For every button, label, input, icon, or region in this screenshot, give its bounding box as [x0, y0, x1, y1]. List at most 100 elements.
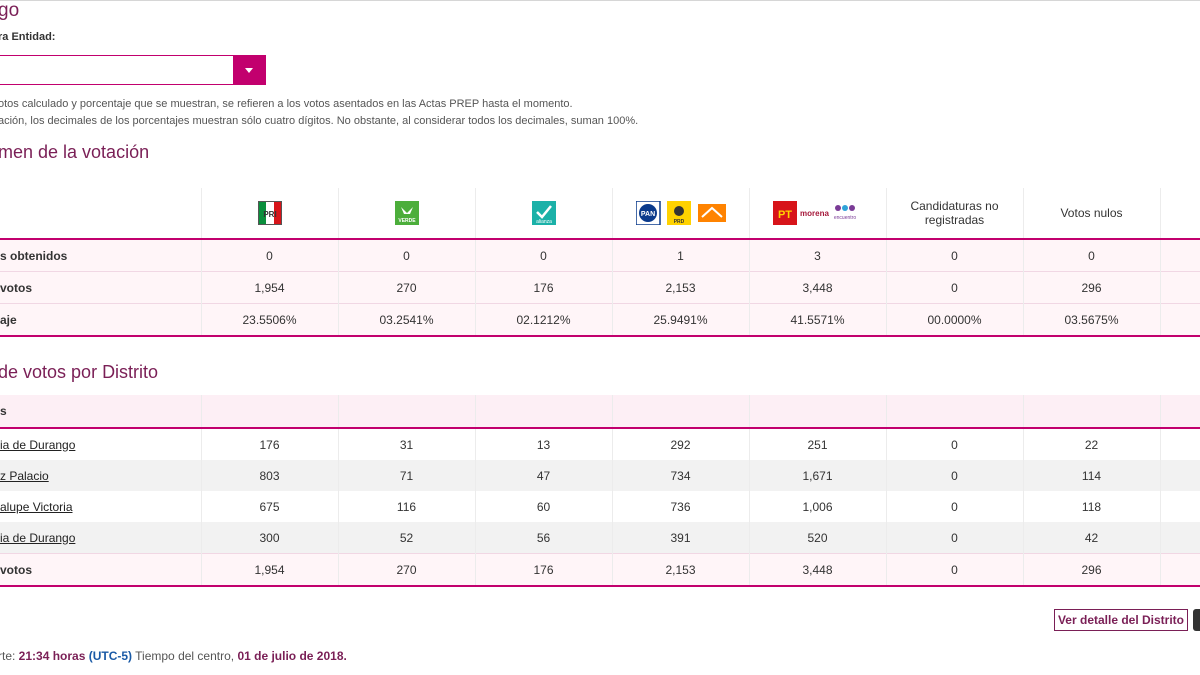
- alianza-logo-text: alianza: [536, 219, 552, 225]
- district-total-cell: 176: [475, 553, 613, 587]
- district-row: alupe Victoria 675 116 60 736 1,006 0 11…: [0, 491, 1200, 522]
- summary-cell: 0: [886, 238, 1024, 272]
- summary-cell: 0: [201, 238, 339, 272]
- summary-cell: [1160, 271, 1200, 304]
- district-row: ia de Durango 300 52 56 391 520 0 42: [0, 522, 1200, 554]
- district-cell: 118: [1023, 491, 1161, 522]
- header-votos-nulos: Votos nulos: [1023, 188, 1161, 240]
- summary-row: aje 23.5506% 03.2541% 02.1212% 25.9491% …: [0, 303, 1200, 337]
- district-table: s ia de Durango 176 31 13 292 251 0 22 z…: [0, 395, 1200, 587]
- district-cell: 52: [338, 522, 476, 554]
- district-cell: 1,006: [749, 491, 887, 522]
- district-title: de votos por Distrito: [0, 362, 159, 382]
- footer-date: 01 de julio de 2018.: [237, 649, 347, 663]
- summary-cell: 3,448: [749, 271, 887, 304]
- logo-cell-alianza: alianza: [475, 188, 613, 240]
- footer-middle: Tiempo del centro,: [132, 649, 238, 663]
- summary-row: votos 1,954 270 176 2,153 3,448 0 296: [0, 271, 1200, 304]
- view-district-detail-button[interactable]: Ver detalle del Distrito: [1054, 609, 1188, 631]
- entity-select-label: ra Entidad:: [0, 31, 56, 43]
- summary-table: PRI VERDE alianza PAN PR: [0, 188, 1200, 337]
- district-header-cell: [1160, 395, 1200, 429]
- district-cell: 734: [612, 460, 750, 491]
- summary-cell: 176: [475, 271, 613, 304]
- district-cell: 114: [1023, 460, 1161, 491]
- pan-logo-text: PAN: [640, 211, 654, 218]
- summary-cell: 03.5675%: [1023, 303, 1161, 337]
- district-total-cell: 270: [338, 553, 476, 587]
- district-cell: 42: [1023, 522, 1161, 554]
- district-header-cell: [1023, 395, 1161, 429]
- select-dropdown-button[interactable]: [233, 56, 265, 84]
- pri-logo-icon: PRI: [257, 201, 282, 225]
- district-cell: 391: [612, 522, 750, 554]
- district-total-cell: 0: [886, 553, 1024, 587]
- district-cell: 71: [338, 460, 476, 491]
- district-cell: 736: [612, 491, 750, 522]
- district-cell: 13: [475, 428, 613, 460]
- district-cell: 0: [886, 460, 1024, 491]
- pt-logo-text: PT: [777, 209, 791, 221]
- summary-cell: 1: [612, 238, 750, 272]
- district-total-row: votos 1,954 270 176 2,153 3,448 0 296: [0, 553, 1200, 587]
- morena-logo-text: morena: [800, 209, 829, 218]
- district-cell: 0: [886, 491, 1024, 522]
- district-row: ia de Durango 176 31 13 292 251 0 22: [0, 428, 1200, 460]
- district-cell: 47: [475, 460, 613, 491]
- district-header-cell: [201, 395, 339, 429]
- page-title: go: [0, 0, 20, 21]
- district-cell: 22: [1023, 428, 1161, 460]
- district-header-cell: [612, 395, 750, 429]
- entity-select[interactable]: [0, 55, 266, 85]
- summary-cell: 00.0000%: [886, 303, 1024, 337]
- district-link[interactable]: z Palacio: [0, 468, 49, 483]
- district-cell: [1160, 491, 1200, 522]
- district-cell: 803: [201, 460, 339, 491]
- logo-cell-pri: PRI: [201, 188, 339, 240]
- summary-cell: 0: [1023, 238, 1161, 272]
- district-cell: 0: [886, 522, 1024, 554]
- summary-cell: 270: [338, 271, 476, 304]
- district-cell: 251: [749, 428, 887, 460]
- district-link[interactable]: ia de Durango: [0, 437, 76, 452]
- summary-title: men de la votación: [0, 142, 150, 162]
- district-cell: [1160, 522, 1200, 554]
- note-line-1: otos calculado y porcentaje que se muest…: [0, 98, 573, 110]
- district-row: z Palacio 803 71 47 734 1,671 0 114: [0, 460, 1200, 491]
- district-cell: 60: [475, 491, 613, 522]
- district-total-cell: 2,153: [612, 553, 750, 587]
- footer-utc: (UTC-5): [88, 649, 133, 663]
- summary-row-label: votos: [0, 271, 202, 304]
- district-header-label: s: [0, 395, 202, 429]
- summary-cell: [1160, 238, 1200, 272]
- dark-action-button[interactable]: [1193, 609, 1200, 631]
- header-candidaturas-label: Candidaturas no registradas: [910, 199, 999, 227]
- district-link[interactable]: alupe Victoria: [0, 499, 73, 514]
- logo-cell-pan-prd-mc: PAN PRD: [612, 188, 750, 240]
- district-total-cell: [1160, 553, 1200, 587]
- district-header-cell: [475, 395, 613, 429]
- pri-logo-text: PRI: [263, 210, 276, 219]
- summary-cell: 02.1212%: [475, 303, 613, 337]
- note-line-2: ación, los decimales de los porcentajes …: [0, 115, 639, 127]
- summary-row: s obtenidos 0 0 0 1 3 0 0: [0, 238, 1200, 272]
- district-link[interactable]: ia de Durango: [0, 530, 76, 545]
- district-cell: 176: [201, 428, 339, 460]
- header-votos-nulos-label: Votos nulos: [1060, 206, 1123, 220]
- district-header-cell: [886, 395, 1024, 429]
- district-cell: [1160, 460, 1200, 491]
- verde-logo-icon: VERDE: [394, 201, 419, 225]
- district-cell: 300: [201, 522, 339, 554]
- pan-prd-mc-logo-icon: PAN PRD: [635, 201, 726, 225]
- district-cell: 675: [201, 491, 339, 522]
- summary-cell: 25.9491%: [612, 303, 750, 337]
- summary-cell: 41.5571%: [749, 303, 887, 337]
- district-cell: 56: [475, 522, 613, 554]
- logo-cell-verde: VERDE: [338, 188, 476, 240]
- summary-cell: 23.5506%: [201, 303, 339, 337]
- summary-cell: 0: [886, 271, 1024, 304]
- district-cell: 292: [612, 428, 750, 460]
- summary-corner: [0, 188, 202, 240]
- district-cell: 0: [886, 428, 1024, 460]
- district-header-row: s: [0, 395, 1200, 429]
